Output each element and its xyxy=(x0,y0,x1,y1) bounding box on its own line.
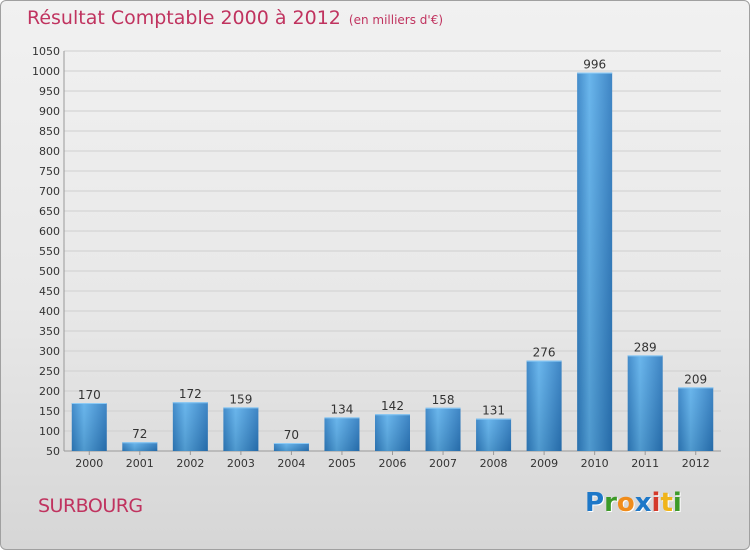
x-tick-label-2001: 2001 xyxy=(126,457,154,470)
value-label-2009: 276 xyxy=(533,346,556,360)
y-tick-label: 800 xyxy=(39,145,60,158)
bar-shade-2012 xyxy=(678,387,714,451)
y-tick-label: 400 xyxy=(39,305,60,318)
logo-letter: r xyxy=(604,488,617,518)
x-tick-label-2000: 2000 xyxy=(75,457,103,470)
value-label-2004: 70 xyxy=(284,428,299,442)
value-label-2003: 159 xyxy=(229,392,252,406)
y-tick-label: 900 xyxy=(39,105,60,118)
x-tick-label-2009: 2009 xyxy=(530,457,558,470)
x-tick-label-2002: 2002 xyxy=(176,457,204,470)
y-tick-label: 100 xyxy=(39,425,60,438)
value-label-2010: 996 xyxy=(583,58,606,72)
y-tick-label: 250 xyxy=(39,365,60,378)
logo-letter: i xyxy=(672,488,682,518)
bar-shade-2005 xyxy=(324,417,360,451)
x-tick-label-2008: 2008 xyxy=(480,457,508,470)
value-label-2007: 158 xyxy=(432,393,455,407)
chart-unit-label: (en milliers d'€) xyxy=(348,13,444,27)
bar-shade-2009 xyxy=(526,360,562,451)
value-label-2005: 134 xyxy=(331,402,354,416)
chart-title-text: Résultat Comptable 2000 à 2012 xyxy=(27,7,341,29)
logo-letter: i xyxy=(651,488,661,518)
logo-letter: x xyxy=(634,488,652,518)
bar-shade-2010 xyxy=(577,72,613,451)
y-tick-label: 950 xyxy=(39,85,60,98)
y-tick-label: 50 xyxy=(46,445,60,458)
value-label-2008: 131 xyxy=(482,404,505,418)
y-tick-label: 550 xyxy=(39,245,60,258)
y-tick-label: 150 xyxy=(39,405,60,418)
y-tick-label: 600 xyxy=(39,225,60,238)
value-label-2006: 142 xyxy=(381,399,404,413)
value-label-2000: 170 xyxy=(78,388,101,402)
y-tick-label: 700 xyxy=(39,185,60,198)
y-tick-label: 500 xyxy=(39,265,60,278)
logo-letter: P xyxy=(585,488,605,518)
y-tick-label: 750 xyxy=(39,165,60,178)
y-tick-label: 850 xyxy=(39,125,60,138)
y-tick-label: 350 xyxy=(39,325,60,338)
logo-letter: o xyxy=(616,488,635,518)
value-label-2011: 289 xyxy=(634,340,657,354)
town-name: SURBOURG xyxy=(38,495,143,517)
bar-shade-2011 xyxy=(627,355,663,451)
x-tick-label-2010: 2010 xyxy=(581,457,609,470)
y-tick-label: 1050 xyxy=(32,45,60,58)
y-tick-label: 450 xyxy=(39,285,60,298)
value-label-2001: 72 xyxy=(132,427,147,441)
bar-shade-2007 xyxy=(425,407,461,451)
value-label-2012: 209 xyxy=(684,372,707,386)
y-tick-label: 650 xyxy=(39,205,60,218)
x-tick-label-2012: 2012 xyxy=(682,457,710,470)
logo-letter: t xyxy=(660,488,673,518)
bar-shade-2000 xyxy=(71,403,107,451)
bar-shade-2002 xyxy=(172,402,208,451)
bar-shade-2008 xyxy=(476,418,512,451)
value-label-2002: 172 xyxy=(179,387,202,401)
x-tick-label-2007: 2007 xyxy=(429,457,457,470)
x-tick-label-2011: 2011 xyxy=(631,457,659,470)
y-tick-label: 200 xyxy=(39,385,60,398)
bar-shade-2006 xyxy=(375,414,410,451)
x-tick-label-2006: 2006 xyxy=(379,457,407,470)
proxiti-logo: Proxiti xyxy=(585,488,682,518)
x-tick-label-2004: 2004 xyxy=(277,457,305,470)
x-tick-label-2005: 2005 xyxy=(328,457,356,470)
chart-title: Résultat Comptable 2000 à 2012 (en millie… xyxy=(27,7,443,29)
x-tick-label-2003: 2003 xyxy=(227,457,255,470)
bar-shade-2004 xyxy=(273,443,309,451)
y-tick-label: 300 xyxy=(39,345,60,358)
y-tick-label: 1000 xyxy=(32,65,60,78)
bar-shade-2001 xyxy=(122,442,158,451)
bar-shade-2003 xyxy=(223,407,259,451)
